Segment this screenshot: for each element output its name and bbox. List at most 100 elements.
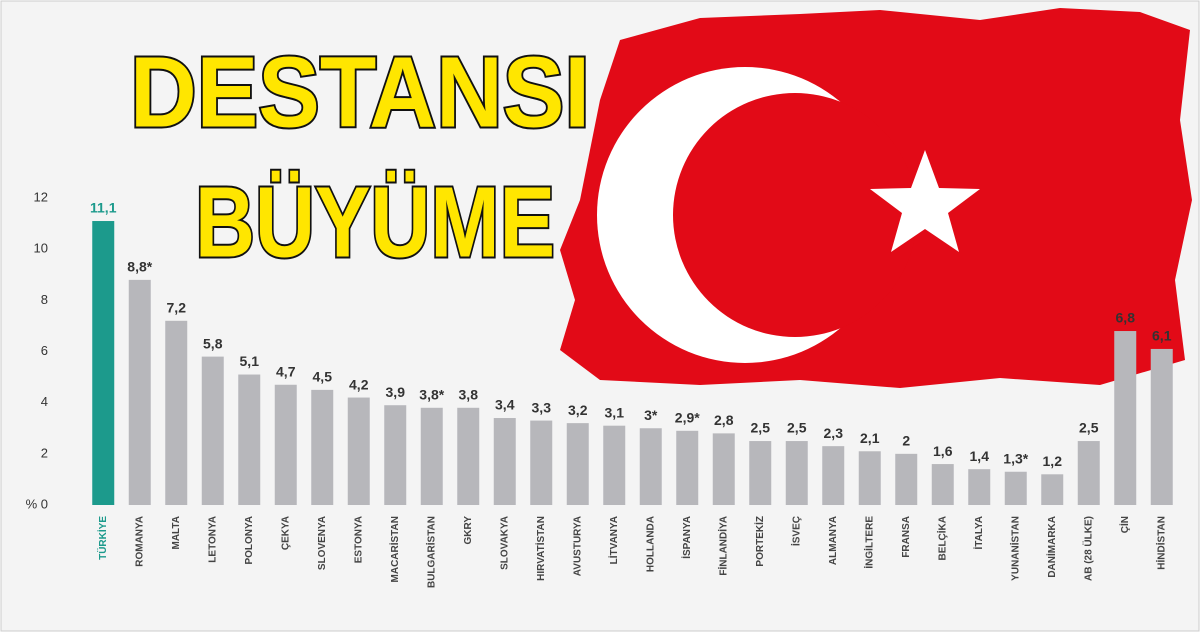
x-tick-label: TÜRKİYE bbox=[96, 516, 109, 560]
bar bbox=[676, 430, 699, 505]
bar bbox=[165, 320, 188, 505]
flag bbox=[560, 8, 1192, 388]
value-label: 2,5 bbox=[1079, 420, 1099, 436]
value-label: 2,5 bbox=[787, 420, 807, 436]
value-label: 4,2 bbox=[349, 376, 369, 392]
x-tick-label: HİNDİSTAN bbox=[1154, 516, 1167, 570]
bar bbox=[858, 451, 881, 505]
x-tick-label: FİNLANDİYA bbox=[716, 516, 729, 576]
x-tick-label: AVUSTURYA bbox=[572, 516, 583, 576]
y-tick-label: 12 bbox=[34, 189, 48, 204]
y-tick-label: 8 bbox=[41, 292, 48, 307]
bar bbox=[785, 441, 808, 505]
value-label: 2,1 bbox=[860, 430, 880, 446]
value-label: 4,5 bbox=[313, 369, 333, 385]
x-tick-label: İTALYA bbox=[972, 516, 985, 550]
x-tick-label: LİTVANYA bbox=[607, 516, 620, 564]
value-label: 1,2 bbox=[1043, 453, 1063, 469]
bar bbox=[274, 384, 297, 505]
y-tick-label: 2 bbox=[41, 445, 48, 460]
x-tick-label: GKRY bbox=[463, 516, 474, 545]
bar bbox=[895, 453, 918, 505]
bar bbox=[603, 425, 626, 505]
chart-subtitle: BÜYÜME bbox=[195, 166, 555, 278]
value-label: 6,1 bbox=[1152, 328, 1172, 344]
bar bbox=[530, 420, 553, 505]
bar bbox=[968, 469, 991, 505]
x-tick-label: ESTONYA bbox=[353, 516, 364, 563]
value-label: 11,1 bbox=[90, 200, 117, 216]
value-label: 2,9* bbox=[675, 410, 700, 426]
x-tick-label: ALMANYA bbox=[828, 516, 839, 565]
value-label: 3,4 bbox=[495, 397, 515, 413]
bar bbox=[201, 356, 224, 505]
value-label: 7,2 bbox=[167, 300, 187, 316]
x-tick-label: İNGİLTERE bbox=[862, 516, 875, 569]
value-label: 3,9 bbox=[386, 384, 406, 400]
value-label: 3,2 bbox=[568, 402, 588, 418]
x-tick-label: HOLLANDA bbox=[645, 516, 656, 572]
bar bbox=[92, 221, 115, 505]
bar bbox=[639, 428, 662, 505]
x-tick-label: AB (28 ÜLKE) bbox=[1081, 516, 1094, 581]
bar bbox=[128, 279, 151, 505]
x-tick-label: DANİMARKA bbox=[1045, 516, 1058, 578]
value-label: 8,8* bbox=[127, 259, 152, 275]
bar bbox=[493, 418, 516, 505]
value-label: 1,4 bbox=[970, 448, 990, 464]
value-label: 2,3 bbox=[824, 425, 844, 441]
bar bbox=[1150, 348, 1173, 505]
x-tick-label: İSPANYA bbox=[680, 516, 693, 559]
bar bbox=[749, 441, 772, 505]
bar bbox=[347, 397, 370, 505]
x-tick-label: BULGARİSTAN bbox=[424, 516, 437, 588]
bar bbox=[1004, 471, 1027, 505]
bar bbox=[1041, 474, 1064, 505]
value-label: 4,7 bbox=[276, 363, 296, 379]
value-label: 2 bbox=[902, 433, 910, 449]
bar bbox=[311, 389, 334, 505]
bar bbox=[1114, 331, 1137, 505]
chart-title: DESTANSI bbox=[130, 36, 590, 148]
x-tick-label: YUNANİSTAN bbox=[1008, 516, 1021, 581]
x-tick-label: İSVEÇ bbox=[789, 516, 802, 546]
y-tick-label: 6 bbox=[41, 343, 48, 358]
value-label: 2,5 bbox=[751, 420, 771, 436]
x-tick-label: ROMANYA bbox=[134, 516, 145, 567]
value-label: 3,8* bbox=[419, 386, 444, 402]
bar bbox=[457, 407, 480, 505]
x-tick-label: ÇİN bbox=[1118, 516, 1131, 533]
x-tick-label: FRANSA bbox=[901, 516, 912, 558]
bar bbox=[712, 433, 735, 505]
bar bbox=[238, 374, 261, 505]
bar bbox=[1077, 441, 1100, 505]
x-tick-label: MALTA bbox=[171, 516, 182, 550]
value-label: 5,1 bbox=[240, 353, 260, 369]
crescent-inner bbox=[673, 93, 917, 337]
bar bbox=[822, 446, 845, 505]
x-tick-label: PORTEKİZ bbox=[753, 516, 766, 567]
x-tick-label: ÇEKYA bbox=[280, 516, 291, 550]
x-tick-label: SLOVAKYA bbox=[499, 516, 510, 570]
x-tick-label: POLONYA bbox=[244, 516, 255, 565]
value-label: 1,6 bbox=[933, 443, 953, 459]
value-label: 3,1 bbox=[605, 404, 625, 420]
value-label: 2,8 bbox=[714, 412, 734, 428]
value-label: 3,3 bbox=[532, 399, 552, 415]
bar bbox=[384, 405, 407, 505]
bar bbox=[931, 464, 954, 505]
value-label: 3,8 bbox=[459, 386, 479, 402]
value-label: 3* bbox=[644, 407, 658, 423]
value-label: 5,8 bbox=[203, 335, 223, 351]
y-tick-label: % 0 bbox=[26, 496, 48, 511]
y-tick-label: 4 bbox=[41, 394, 48, 409]
y-tick-label: 10 bbox=[34, 241, 48, 256]
x-tick-label: LETONYA bbox=[207, 516, 218, 563]
bar bbox=[566, 423, 589, 505]
value-label: 1,3* bbox=[1003, 450, 1028, 466]
x-tick-label: SLOVENYA bbox=[317, 516, 328, 570]
x-tick-label: BELÇİKA bbox=[935, 516, 948, 560]
star bbox=[870, 150, 980, 252]
value-label: 6,8 bbox=[1116, 310, 1136, 326]
